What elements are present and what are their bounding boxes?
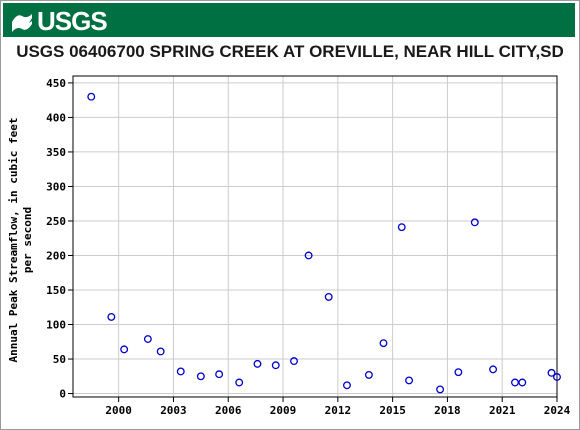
y-axis-title-line-2: per second bbox=[21, 207, 34, 273]
data-point bbox=[379, 339, 388, 348]
data-point bbox=[215, 370, 224, 379]
data-point bbox=[196, 372, 205, 381]
y-tick-label: 250 bbox=[46, 215, 66, 228]
y-tick-label: 300 bbox=[46, 180, 66, 193]
data-point bbox=[304, 251, 313, 260]
data-point bbox=[364, 370, 373, 379]
x-tick-label: 2012 bbox=[325, 404, 352, 417]
data-points bbox=[87, 92, 561, 394]
data-point bbox=[553, 373, 561, 381]
y-axis-title-line-1: Annual Peak Streamflow, in cubic feet bbox=[7, 117, 20, 362]
data-point bbox=[87, 92, 96, 101]
usgs-logo: USGS bbox=[11, 6, 108, 36]
data-point bbox=[290, 357, 298, 366]
usgs-logo-text: USGS bbox=[37, 6, 108, 36]
usgs-wave-icon bbox=[12, 14, 32, 32]
data-point bbox=[547, 368, 556, 377]
data-point bbox=[511, 378, 519, 387]
data-point bbox=[271, 361, 280, 370]
data-point bbox=[235, 378, 244, 387]
data-point bbox=[470, 218, 479, 227]
data-point bbox=[397, 223, 406, 232]
x-tick-label: 2006 bbox=[215, 404, 242, 417]
data-point bbox=[518, 378, 527, 387]
y-tick-label: 50 bbox=[53, 353, 66, 366]
x-tick-label: 2003 bbox=[160, 404, 187, 417]
grid-lines bbox=[73, 76, 558, 397]
data-point bbox=[107, 312, 116, 321]
data-point bbox=[489, 365, 498, 374]
data-point bbox=[454, 368, 463, 377]
x-tick-label: 2024 bbox=[544, 404, 571, 417]
y-tick-label: 100 bbox=[46, 319, 66, 332]
y-tick-label: 150 bbox=[46, 284, 66, 297]
x-tick-label: 2000 bbox=[105, 404, 132, 417]
plot-area-border bbox=[72, 75, 558, 398]
usgs-banner: USGS bbox=[3, 3, 575, 37]
data-point bbox=[253, 359, 262, 368]
data-point bbox=[405, 376, 414, 385]
y-tick-label: 200 bbox=[46, 249, 66, 262]
y-tick-label: 0 bbox=[59, 388, 66, 401]
y-tick-label: 450 bbox=[46, 77, 66, 90]
y-tick-label: 400 bbox=[46, 111, 66, 124]
x-tick-label: 2018 bbox=[434, 404, 461, 417]
data-point bbox=[176, 367, 185, 376]
x-tick-label: 2021 bbox=[489, 404, 516, 417]
data-point bbox=[343, 381, 351, 390]
chart-title: USGS 06406700 SPRING CREEK AT OREVILLE, … bbox=[16, 42, 564, 61]
x-tick-label: 2009 bbox=[270, 404, 297, 417]
y-tick-label: 350 bbox=[46, 146, 66, 159]
data-point bbox=[324, 292, 333, 301]
data-point bbox=[120, 345, 129, 354]
data-point bbox=[436, 385, 445, 394]
data-point bbox=[156, 347, 165, 356]
axis-ticks: 0 50 100 150 200 250 300 350 400 450 2000 2003 2006 2… bbox=[46, 77, 570, 417]
data-point bbox=[143, 335, 152, 343]
x-tick-label: 2015 bbox=[379, 404, 406, 417]
